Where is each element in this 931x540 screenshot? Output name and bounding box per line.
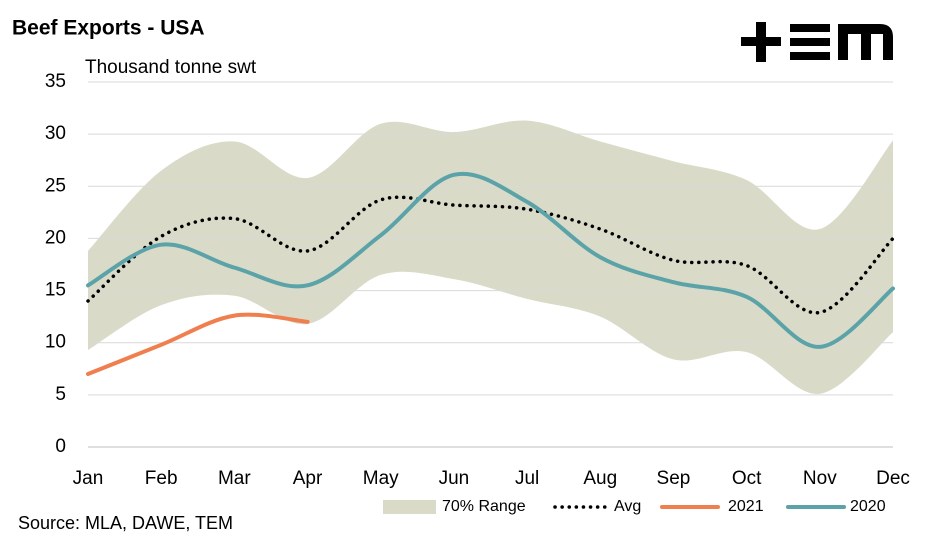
x-tick-label: Aug — [583, 468, 617, 489]
x-tick-label: Jun — [439, 468, 470, 489]
y-tick-label: 5 — [55, 384, 66, 405]
x-tick-label: Oct — [732, 468, 762, 489]
legend-swatch — [383, 500, 436, 514]
x-tick-label: Feb — [145, 468, 178, 489]
range-area — [88, 120, 893, 395]
y-axis-label: Thousand tonne swt — [85, 57, 257, 78]
chart-title: Beef Exports - USA — [12, 17, 205, 40]
legend-label: 2020 — [850, 498, 886, 515]
y-tick-label: 30 — [45, 123, 66, 144]
x-tick-label: Sep — [657, 468, 691, 489]
legend-label: 70% Range — [442, 498, 526, 515]
x-tick-label: Jan — [73, 468, 104, 489]
y-tick-label: 10 — [45, 332, 66, 353]
y-tick-label: 35 — [45, 71, 66, 92]
series-line — [86, 312, 310, 376]
source: Source: MLA, DAWE, TEM — [18, 513, 233, 533]
legend-label: 2021 — [728, 498, 764, 515]
x-tick-label: Mar — [218, 468, 251, 489]
legend-label: Avg — [614, 498, 641, 515]
x-tick-label: Apr — [293, 468, 323, 489]
series-line — [86, 171, 895, 349]
logo — [741, 22, 893, 62]
y-tick-label: 0 — [55, 436, 66, 457]
y-tick-label: 15 — [45, 280, 66, 301]
y-tick-label: 20 — [45, 227, 66, 248]
x-tick-label: Nov — [803, 468, 837, 489]
x-tick-label: Dec — [876, 468, 910, 489]
y-tick-label: 25 — [45, 175, 66, 196]
x-tick-label: May — [363, 468, 399, 489]
x-tick-label: Jul — [515, 468, 539, 489]
